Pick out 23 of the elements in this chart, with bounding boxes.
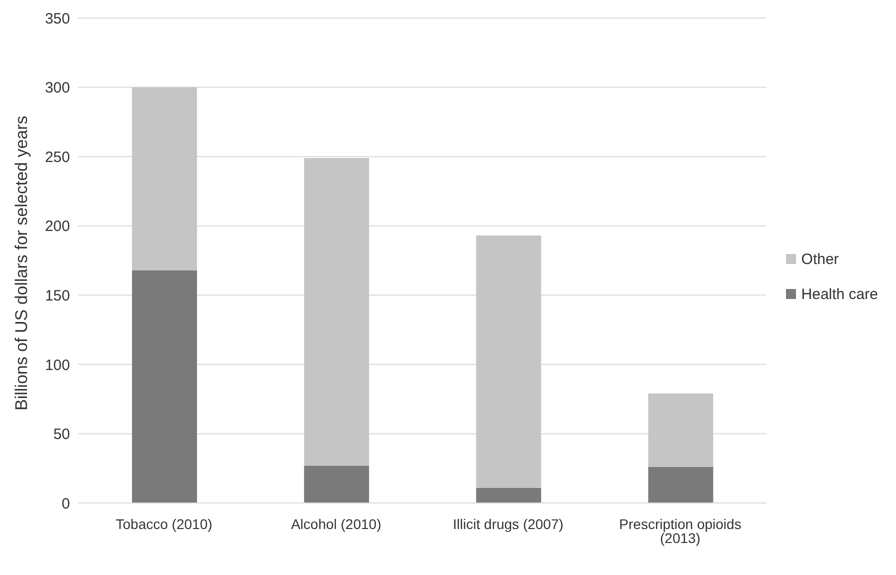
legend-label: Health care [801,286,878,302]
bar [476,236,542,488]
bar [132,87,197,270]
y-axis-title: Billions of US dollars for selected years [12,116,32,410]
legend-label: Other [801,250,839,268]
y-tick-label: 50 [53,426,70,444]
x-tick-label: Illicit drugs (2007) [452,516,564,532]
y-tick-label: 150 [44,287,70,304]
y-tick-label: 200 [44,218,70,236]
bar [132,270,197,503]
y-tick-label: 0 [62,495,70,512]
y-tick-label: 350 [44,10,70,28]
y-tick-label: 100 [44,356,70,374]
bar [476,488,542,503]
x-tick-label: Prescription opioids (2013) [619,516,742,546]
x-tick-label: Tobacco (2010) [116,516,212,532]
bar [648,466,714,503]
y-tick-label: 300 [44,80,70,97]
y-tick-label: 250 [44,148,70,166]
x-tick-label: Alcohol (2010) [290,516,382,532]
bar [304,466,370,503]
bar [648,394,714,467]
bar [304,158,370,466]
